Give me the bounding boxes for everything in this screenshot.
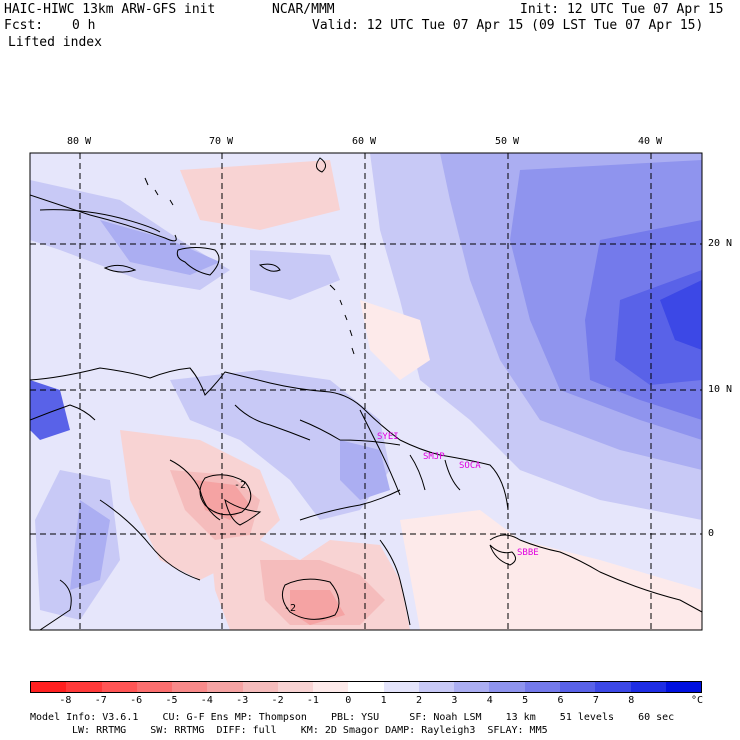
lon-label-60w: 60 W — [352, 136, 377, 147]
colorbar-tick-label: -4 — [200, 695, 213, 706]
colorbar-tick-label: 1 — [380, 695, 387, 706]
colorbar-swatch — [348, 682, 384, 692]
colorbar-tick-label: -6 — [130, 695, 143, 706]
colorbar-swatch — [172, 682, 208, 692]
colorbar-swatch — [383, 682, 419, 692]
forecast-label: Fcst: — [4, 18, 44, 33]
colorbar-tick-label: 3 — [451, 695, 458, 706]
lon-label-50w: 50 W — [495, 136, 520, 147]
colorbar-tick-label: 2 — [416, 695, 423, 706]
colorbar-tick-label: 6 — [557, 695, 564, 706]
colorbar-swatch — [559, 682, 596, 692]
colorbar-tick-label: 4 — [486, 695, 493, 706]
colorbar-swatch — [454, 682, 490, 692]
field-name: Lifted index — [8, 35, 102, 50]
valid-time: Valid: 12 UTC Tue 07 Apr 15 (09 LST Tue … — [312, 18, 704, 33]
colorbar-swatch — [101, 682, 137, 692]
lat-label-equator: 0 — [708, 528, 715, 539]
model-info-line1: Model Info: V3.6.1 CU: G-F Ens MP: Thomp… — [30, 712, 675, 723]
colorbar-tick-label: -1 — [306, 695, 319, 706]
model-title: HAIC-HIWC 13km ARW-GFS init — [4, 2, 216, 17]
colorbar-swatch — [66, 682, 102, 692]
colorbar-tick-label: -3 — [236, 695, 249, 706]
model-info-line2: LW: RRTMG SW: RRTMG DIFF: full KM: 2D Sm… — [72, 725, 548, 736]
lat-label-20n: 20 N — [708, 238, 733, 249]
colorbar-swatch — [31, 682, 67, 692]
colorbar-tick-label: -7 — [94, 695, 107, 706]
colorbar-swatch — [277, 682, 314, 692]
graticule — [30, 153, 702, 630]
colorbar-tick-label: -2 — [271, 695, 284, 706]
lat-label-10n: 10 N — [708, 384, 733, 395]
coastlines — [30, 177, 702, 630]
colorbar-tick-label: -5 — [165, 695, 178, 706]
station-syei: SYEI — [377, 432, 399, 442]
colorbar-swatch — [665, 682, 702, 692]
lon-label-80w: 80 W — [67, 136, 92, 147]
org-label: NCAR/MMM — [272, 2, 335, 17]
colorbar-swatch — [524, 682, 560, 692]
map-field — [30, 153, 702, 630]
colorbar-tick-label: 8 — [628, 695, 635, 706]
lon-label-40w: 40 W — [638, 136, 663, 147]
colorbar-swatch — [242, 682, 278, 692]
colorbar-tick-label: 5 — [522, 695, 529, 706]
colorbar-swatch — [489, 682, 525, 692]
colorbar — [30, 681, 702, 693]
colorbar-unit: °C — [691, 695, 704, 706]
colorbar-tick-label: 0 — [345, 695, 352, 706]
colorbar-swatch — [630, 682, 666, 692]
colorbar-tick-label: -8 — [59, 695, 72, 706]
station-soca: SOCA — [459, 461, 481, 471]
colorbar-swatch — [136, 682, 173, 692]
init-time: Init: 12 UTC Tue 07 Apr 15 — [520, 2, 724, 17]
contours — [199, 157, 340, 620]
colorbar-swatch — [418, 682, 455, 692]
forecast-hour: 0 h — [72, 18, 96, 33]
colorbar-tick-label: 7 — [592, 695, 599, 706]
colorbar-swatch — [207, 682, 243, 692]
station-smjp: SMJP — [423, 452, 445, 462]
lon-label-70w: 70 W — [209, 136, 234, 147]
contour-label: -2 — [234, 480, 247, 491]
contour-label: -2 — [284, 603, 297, 614]
colorbar-swatch — [313, 682, 349, 692]
colorbar-swatch — [595, 682, 631, 692]
station-sbbe: SBBE — [517, 548, 539, 558]
